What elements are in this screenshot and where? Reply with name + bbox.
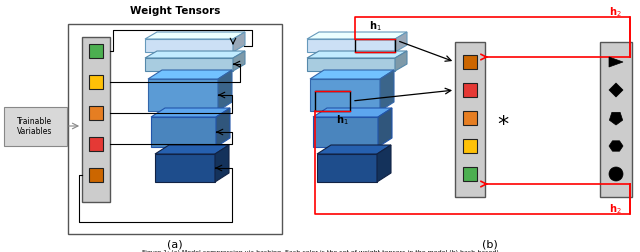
Text: Weight Tensors: Weight Tensors: [130, 6, 220, 16]
Polygon shape: [317, 154, 377, 182]
Polygon shape: [463, 56, 477, 70]
FancyBboxPatch shape: [3, 107, 67, 146]
Polygon shape: [89, 45, 103, 59]
Polygon shape: [307, 52, 407, 59]
FancyBboxPatch shape: [600, 43, 632, 197]
Polygon shape: [151, 117, 216, 147]
Polygon shape: [233, 52, 245, 72]
Polygon shape: [310, 71, 394, 80]
Text: $*$: $*$: [497, 113, 509, 133]
Polygon shape: [216, 109, 230, 147]
Polygon shape: [89, 168, 103, 182]
Polygon shape: [89, 76, 103, 90]
Polygon shape: [145, 59, 233, 72]
FancyBboxPatch shape: [455, 43, 485, 197]
Polygon shape: [609, 113, 623, 125]
Text: (a): (a): [167, 239, 183, 249]
Polygon shape: [151, 109, 230, 117]
Text: $\mathbf{h}_2$: $\mathbf{h}_2$: [609, 201, 621, 215]
Polygon shape: [463, 84, 477, 98]
Text: $\mathbf{h}_2$: $\mathbf{h}_2$: [609, 5, 621, 19]
Text: Trainable: Trainable: [17, 117, 52, 126]
Polygon shape: [378, 109, 392, 147]
Polygon shape: [380, 71, 394, 112]
Polygon shape: [307, 33, 407, 40]
Text: $\mathbf{h}_1$: $\mathbf{h}_1$: [336, 113, 349, 127]
Text: Figure 1: (a) Model compression via hashing. Each color is the set of weight ten: Figure 1: (a) Model compression via hash…: [141, 249, 499, 252]
Polygon shape: [145, 33, 245, 40]
Polygon shape: [145, 40, 233, 53]
Circle shape: [609, 167, 623, 181]
Polygon shape: [463, 167, 477, 181]
Polygon shape: [377, 145, 391, 182]
Polygon shape: [310, 80, 380, 112]
Text: $\mathbf{h}_1$: $\mathbf{h}_1$: [369, 19, 381, 33]
Polygon shape: [395, 52, 407, 72]
Polygon shape: [148, 80, 218, 112]
Polygon shape: [463, 112, 477, 125]
Polygon shape: [145, 52, 245, 59]
Polygon shape: [218, 71, 232, 112]
Polygon shape: [155, 145, 229, 154]
Polygon shape: [307, 40, 395, 53]
Polygon shape: [609, 141, 623, 152]
Polygon shape: [317, 145, 391, 154]
Polygon shape: [233, 33, 245, 53]
Polygon shape: [313, 117, 378, 147]
Polygon shape: [215, 145, 229, 182]
Polygon shape: [148, 71, 232, 80]
FancyBboxPatch shape: [82, 38, 110, 202]
Polygon shape: [307, 59, 395, 72]
Polygon shape: [155, 154, 215, 182]
Polygon shape: [463, 139, 477, 153]
Polygon shape: [395, 33, 407, 53]
Polygon shape: [89, 107, 103, 120]
Polygon shape: [313, 109, 392, 117]
Text: Variables: Variables: [17, 127, 52, 136]
Text: (b): (b): [482, 239, 498, 249]
Polygon shape: [609, 58, 623, 68]
Polygon shape: [89, 137, 103, 151]
Polygon shape: [609, 84, 623, 98]
